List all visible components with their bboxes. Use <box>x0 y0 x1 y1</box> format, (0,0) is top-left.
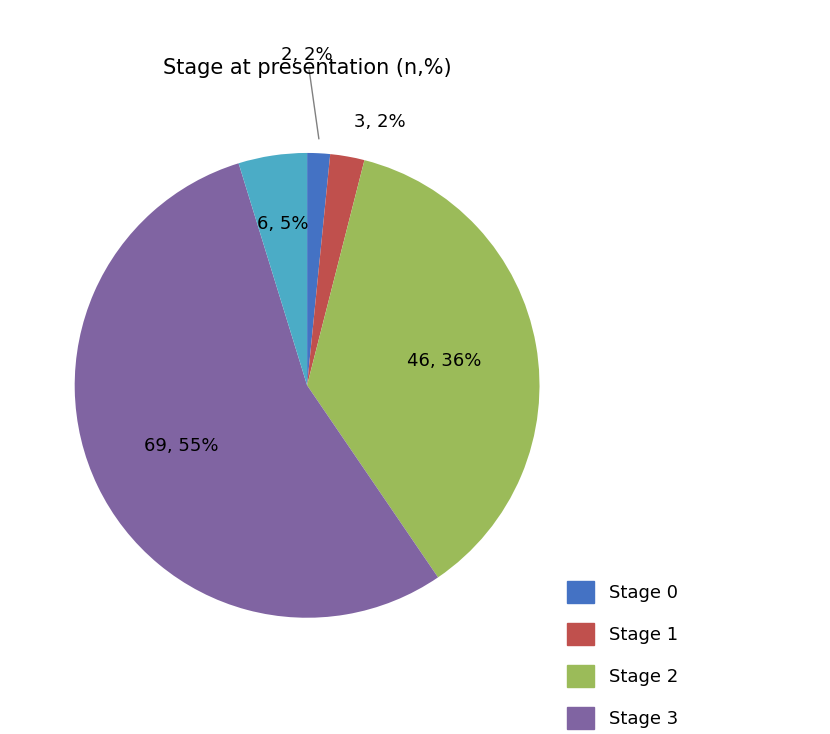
Wedge shape <box>307 160 540 578</box>
Text: 69, 55%: 69, 55% <box>144 437 219 455</box>
Wedge shape <box>238 153 307 385</box>
Title: Stage at presentation (n,%): Stage at presentation (n,%) <box>163 58 452 78</box>
Wedge shape <box>307 154 364 385</box>
Text: 6, 5%: 6, 5% <box>257 216 309 233</box>
Text: 3, 2%: 3, 2% <box>354 113 405 131</box>
Legend: Stage 0, Stage 1, Stage 2, Stage 3, Stage 4: Stage 0, Stage 1, Stage 2, Stage 3, Stag… <box>560 574 686 734</box>
Wedge shape <box>307 153 330 385</box>
Text: 46, 36%: 46, 36% <box>408 352 481 370</box>
Wedge shape <box>75 163 438 618</box>
Text: 2, 2%: 2, 2% <box>281 46 333 139</box>
